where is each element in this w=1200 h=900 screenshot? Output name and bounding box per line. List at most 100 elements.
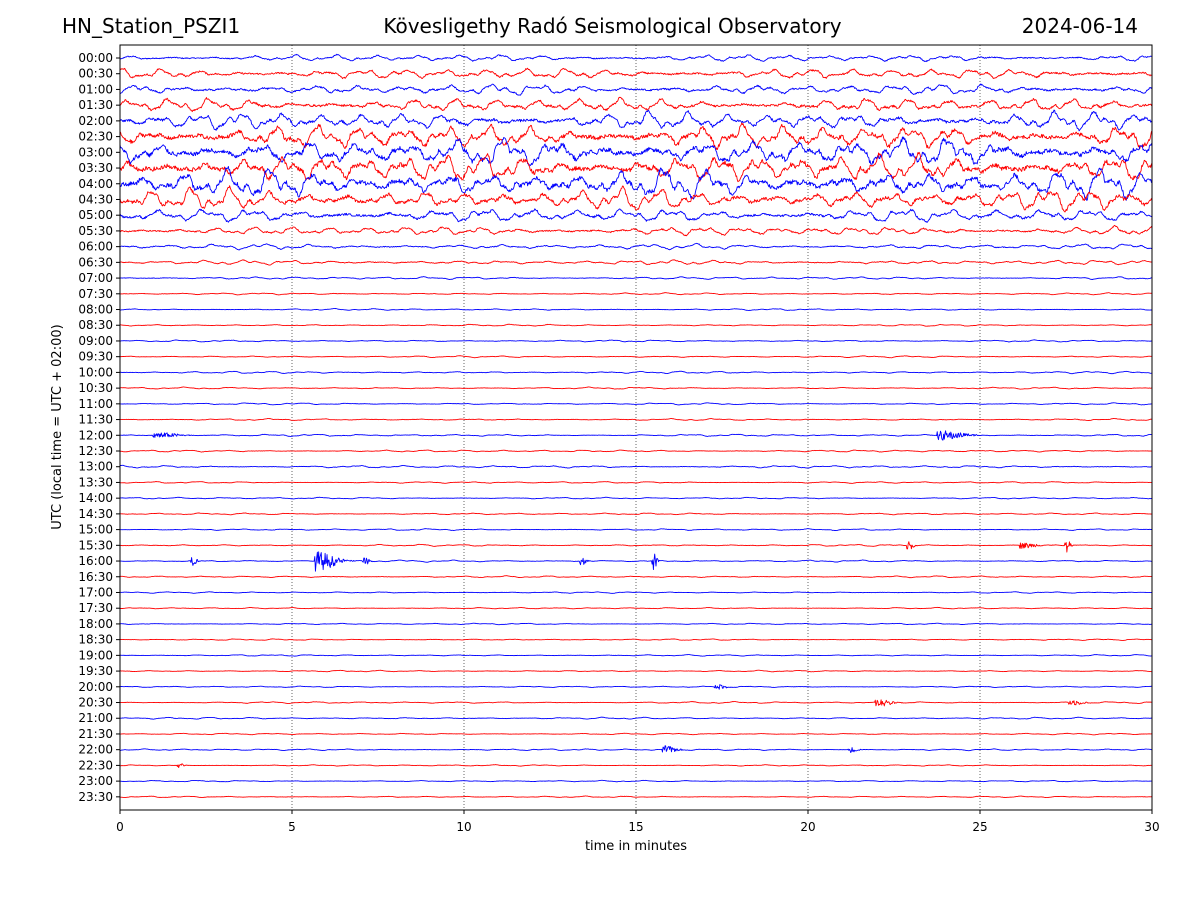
y-tick-label-8: 04:00 bbox=[78, 177, 113, 191]
y-tick-label-36: 18:00 bbox=[78, 617, 113, 631]
y-tick-label-44: 22:00 bbox=[78, 743, 113, 757]
trace-1730 bbox=[119, 606, 1153, 610]
y-tick-label-39: 19:30 bbox=[78, 664, 113, 678]
x-tick-label-6: 30 bbox=[1144, 820, 1159, 834]
trace-0700 bbox=[119, 276, 1153, 281]
trace-0300 bbox=[119, 136, 1153, 167]
y-tick-label-40: 20:00 bbox=[78, 680, 113, 694]
x-tick-label-0: 0 bbox=[116, 820, 124, 834]
y-tick-label-15: 07:30 bbox=[78, 287, 113, 301]
trace-1500 bbox=[119, 528, 1153, 531]
trace-2230 bbox=[119, 763, 1153, 769]
y-tick-label-27: 13:30 bbox=[78, 475, 113, 489]
trace-1700 bbox=[119, 591, 1153, 594]
y-tick-label-12: 06:00 bbox=[78, 240, 113, 254]
y-tick-label-20: 10:00 bbox=[78, 365, 113, 379]
trace-0000 bbox=[119, 53, 1153, 63]
y-tick-label-30: 15:00 bbox=[78, 523, 113, 537]
x-axis: 0 5 10 15 20 25 30 bbox=[116, 810, 1160, 834]
y-tick-label-19: 09:30 bbox=[78, 350, 113, 364]
trace-1600 bbox=[119, 551, 1153, 572]
y-tick-label-7: 03:30 bbox=[78, 161, 113, 175]
y-tick-label-4: 02:00 bbox=[78, 114, 113, 128]
trace-0600 bbox=[119, 242, 1153, 251]
trace-0800 bbox=[119, 307, 1153, 311]
trace-0230 bbox=[119, 122, 1153, 151]
trace-0500 bbox=[119, 208, 1153, 223]
trace-1230 bbox=[119, 449, 1153, 453]
trace-0730 bbox=[119, 292, 1153, 296]
x-tick-label-3: 15 bbox=[628, 820, 643, 834]
y-tick-label-11: 05:30 bbox=[78, 224, 113, 238]
y-tick-label-29: 14:30 bbox=[78, 507, 113, 521]
trace-1900 bbox=[119, 654, 1153, 657]
y-tick-label-38: 19:00 bbox=[78, 648, 113, 662]
trace-1830 bbox=[119, 638, 1153, 641]
y-tick-label-9: 04:30 bbox=[78, 192, 113, 206]
trace-0100 bbox=[119, 83, 1153, 96]
trace-0130 bbox=[119, 96, 1153, 113]
y-tick-label-42: 21:00 bbox=[78, 711, 113, 725]
trace-1530 bbox=[119, 541, 1153, 553]
trace-1200 bbox=[119, 430, 1153, 441]
y-tick-label-43: 21:30 bbox=[78, 727, 113, 741]
trace-2300 bbox=[119, 779, 1153, 783]
trace-2000 bbox=[119, 684, 1153, 690]
y-tick-label-3: 01:30 bbox=[78, 98, 113, 112]
trace-1100 bbox=[119, 402, 1153, 406]
trace-2130 bbox=[120, 732, 1153, 736]
y-tick-label-21: 10:30 bbox=[78, 381, 113, 395]
trace-2200 bbox=[119, 745, 1153, 754]
y-tick-label-23: 11:30 bbox=[78, 413, 113, 427]
trace-1400 bbox=[119, 496, 1153, 500]
y-tick-label-1: 00:30 bbox=[78, 67, 113, 81]
trace-2100 bbox=[119, 716, 1153, 720]
trace-0430 bbox=[119, 185, 1153, 213]
y-tick-label-2: 01:00 bbox=[78, 82, 113, 96]
x-tick-label-4: 20 bbox=[800, 820, 815, 834]
date-label: 2024-06-14 bbox=[1021, 14, 1138, 38]
y-tick-label-45: 22:30 bbox=[78, 758, 113, 772]
y-tick-label-14: 07:00 bbox=[78, 271, 113, 285]
trace-1130 bbox=[119, 417, 1153, 422]
y-tick-label-22: 11:00 bbox=[78, 397, 113, 411]
trace-0930 bbox=[119, 355, 1153, 359]
trace-0330 bbox=[119, 151, 1153, 183]
trace-0400 bbox=[119, 166, 1153, 201]
y-tick-label-16: 08:00 bbox=[78, 303, 113, 317]
trace-1930 bbox=[120, 669, 1153, 673]
y-tick-label-0: 00:00 bbox=[78, 51, 113, 65]
y-tick-label-24: 12:00 bbox=[78, 428, 113, 442]
trace-1430 bbox=[119, 512, 1153, 516]
trace-2330 bbox=[119, 795, 1153, 799]
x-tick-label-2: 10 bbox=[456, 820, 471, 834]
y-tick-label-25: 12:30 bbox=[78, 444, 113, 458]
y-tick-label-37: 18:30 bbox=[78, 633, 113, 647]
trace-1800 bbox=[119, 622, 1153, 626]
y-tick-label-18: 09:00 bbox=[78, 334, 113, 348]
x-tick-label-5: 25 bbox=[972, 820, 987, 834]
y-tick-label-17: 08:30 bbox=[78, 318, 113, 332]
y-axis-label: UTC (local time = UTC + 02:00) bbox=[50, 324, 65, 529]
trace-1030 bbox=[119, 386, 1153, 390]
trace-1330 bbox=[119, 481, 1153, 484]
y-tick-label-10: 05:00 bbox=[78, 208, 113, 222]
x-axis-label: time in minutes bbox=[585, 839, 687, 854]
trace-0630 bbox=[119, 259, 1153, 266]
trace-lines bbox=[119, 53, 1153, 799]
y-tick-label-33: 16:30 bbox=[78, 570, 113, 584]
y-tick-label-46: 23:00 bbox=[78, 774, 113, 788]
trace-0900 bbox=[119, 339, 1153, 343]
trace-0030 bbox=[119, 67, 1153, 80]
x-tick-label-1: 5 bbox=[288, 820, 296, 834]
y-tick-label-34: 17:00 bbox=[78, 585, 113, 599]
trace-2030 bbox=[119, 699, 1153, 707]
chart-title: Kövesligethy Radó Seismological Observat… bbox=[383, 14, 842, 38]
y-tick-label-28: 14:00 bbox=[78, 491, 113, 505]
station-label: HN_Station_PSZI1 bbox=[62, 14, 241, 38]
y-tick-label-32: 16:00 bbox=[78, 554, 113, 568]
trace-0530 bbox=[119, 224, 1153, 237]
trace-1300 bbox=[119, 464, 1153, 469]
